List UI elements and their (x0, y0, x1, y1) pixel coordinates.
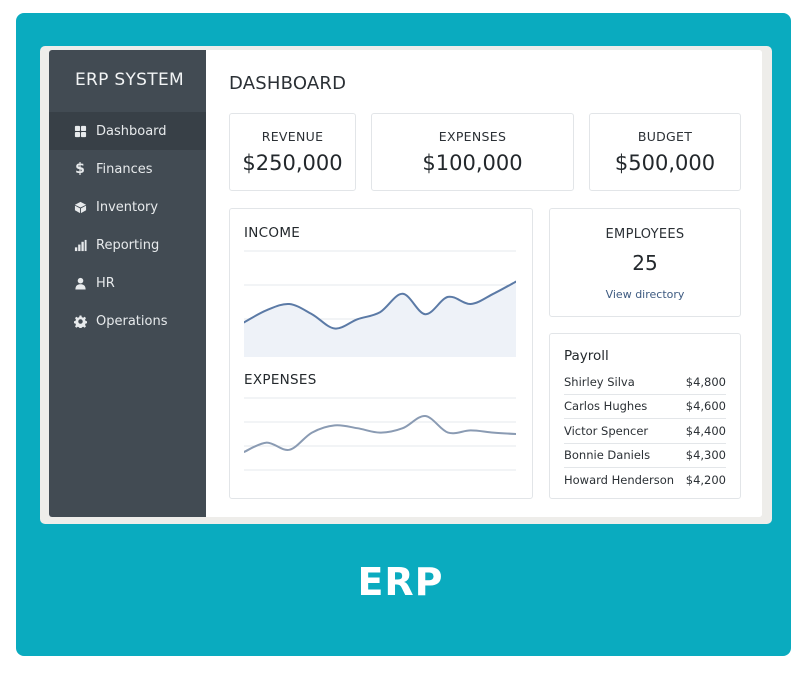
expenses-card: EXPENSES $100,000 (371, 113, 574, 191)
user-icon (73, 276, 87, 290)
payroll-row: Howard Henderson $4,200 (564, 468, 726, 493)
payroll-title: Payroll (564, 348, 609, 364)
bar-chart-icon (73, 238, 87, 252)
payroll-row: Carlos Hughes $4,600 (564, 395, 726, 419)
sidebar-item-label: Reporting (96, 237, 160, 253)
payroll-amount: $4,400 (685, 423, 726, 438)
sidebar-item-label: Finances (96, 161, 153, 177)
box-icon (73, 200, 87, 214)
payroll-name: Shirley Silva (564, 374, 635, 389)
sidebar-item-inventory[interactable]: Inventory (49, 188, 206, 226)
payroll-name: Howard Henderson (564, 473, 675, 488)
payroll-amount: $4,300 (685, 448, 726, 463)
expenses-chart-title: EXPENSES (244, 372, 317, 388)
chart-series-line (244, 415, 516, 453)
expenses-chart (244, 397, 516, 471)
revenue-card: REVENUE $250,000 (229, 113, 356, 191)
payroll-row: Bonnie Daniels $4,300 (564, 444, 726, 468)
income-chart (244, 250, 516, 357)
payroll-row: Shirley Silva $4,800 (564, 370, 726, 395)
expenses-value: $100,000 (422, 151, 523, 175)
payroll-amount: $4,800 (685, 374, 726, 389)
revenue-value: $250,000 (242, 151, 343, 175)
payroll-name: Victor Spencer (564, 423, 649, 438)
sidebar-item-label: Operations (96, 313, 168, 329)
erp-app-window: ERP SYSTEM Dashboard $ Finances Inventor… (49, 50, 762, 517)
sidebar-item-label: Dashboard (96, 123, 167, 139)
sidebar: ERP SYSTEM Dashboard $ Finances Inventor… (49, 50, 206, 517)
budget-label: BUDGET (637, 129, 693, 144)
chart-area-fill (244, 281, 516, 357)
charts-panel: INCOME EXPENSES (229, 208, 533, 499)
main-content: DASHBOARD REVENUE $250,000 EXPENSES $100… (206, 50, 762, 517)
view-directory-link[interactable]: View directory (605, 288, 685, 301)
payroll-amount: $4,600 (685, 399, 726, 414)
chart-series-line (244, 280, 516, 330)
sidebar-item-label: HR (96, 275, 115, 291)
payroll-amount: $4,200 (685, 473, 726, 488)
page-title: DASHBOARD (229, 73, 347, 94)
expenses-label: EXPENSES (438, 129, 507, 144)
sidebar-item-label: Inventory (96, 199, 159, 215)
income-chart-title: INCOME (244, 225, 301, 241)
sidebar-item-reporting[interactable]: Reporting (49, 226, 206, 264)
sidebar-item-finances[interactable]: $ Finances (49, 150, 206, 188)
sidebar-item-hr[interactable]: HR (49, 264, 206, 302)
sidebar-item-operations[interactable]: Operations (49, 302, 206, 340)
employees-count: 25 (632, 251, 658, 275)
sidebar-item-dashboard[interactable]: Dashboard (49, 112, 206, 150)
dashboard-icon (73, 124, 87, 138)
sidebar-nav: Dashboard $ Finances Inventory Reporting (49, 112, 206, 340)
payroll-name: Carlos Hughes (564, 399, 648, 414)
payroll-list: Shirley Silva $4,800 Carlos Hughes $4,60… (564, 370, 726, 493)
payroll-card: Payroll Shirley Silva $4,800 Carlos Hugh… (549, 333, 741, 499)
revenue-label: REVENUE (261, 129, 324, 144)
dollar-icon: $ (75, 161, 85, 177)
employees-label: EMPLOYEES (605, 227, 685, 242)
gear-icon (73, 314, 87, 328)
budget-value: $500,000 (614, 151, 716, 175)
erp-footer-label: ERP (357, 560, 444, 604)
budget-card: BUDGET $500,000 (589, 113, 741, 191)
brand-title: ERP SYSTEM (75, 70, 184, 90)
payroll-row: Victor Spencer $4,400 (564, 419, 726, 444)
employees-card: EMPLOYEES 25 View directory (549, 208, 741, 317)
payroll-name: Bonnie Daniels (564, 448, 651, 463)
